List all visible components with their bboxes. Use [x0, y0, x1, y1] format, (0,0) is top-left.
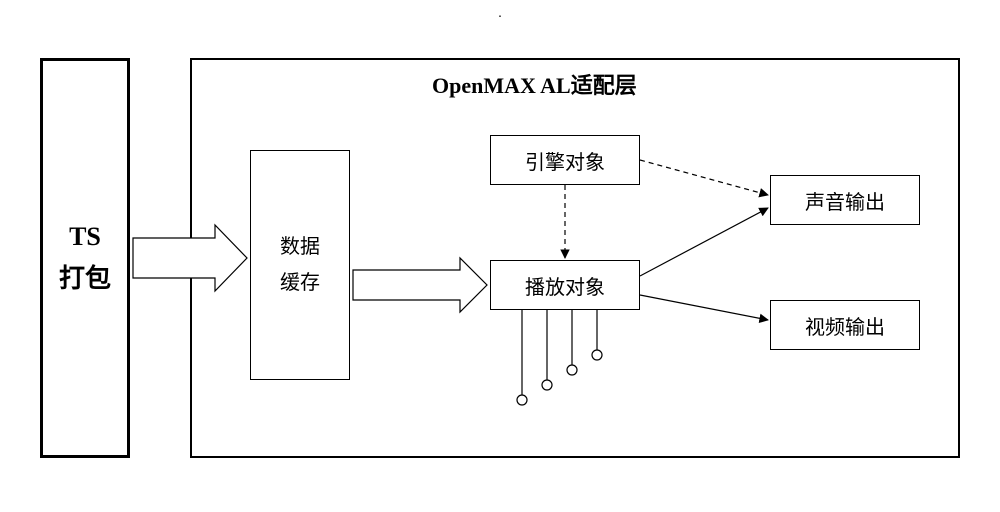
data-cache-box: 数据 缓存 [250, 150, 350, 380]
ts-package-box: TS 打包 [40, 58, 130, 458]
adapter-title: OpenMAX AL适配层 [432, 68, 637, 100]
audio-output-box: 声音输出 [770, 175, 920, 225]
data-cache-line2: 缓存 [280, 272, 320, 294]
video-output-box: 视频输出 [770, 300, 920, 350]
play-object-label: 播放对象 [525, 271, 605, 300]
audio-output-label: 声音输出 [805, 186, 885, 215]
video-output-label: 视频输出 [805, 311, 885, 340]
engine-object-box: 引擎对象 [490, 135, 640, 185]
play-object-box: 播放对象 [490, 260, 640, 310]
top-dot: . [498, 6, 502, 22]
data-cache-line1: 数据 [280, 236, 320, 258]
ts-package-line1: TS [69, 222, 101, 251]
engine-object-label: 引擎对象 [525, 146, 605, 175]
ts-package-line2: 打包 [59, 264, 111, 293]
